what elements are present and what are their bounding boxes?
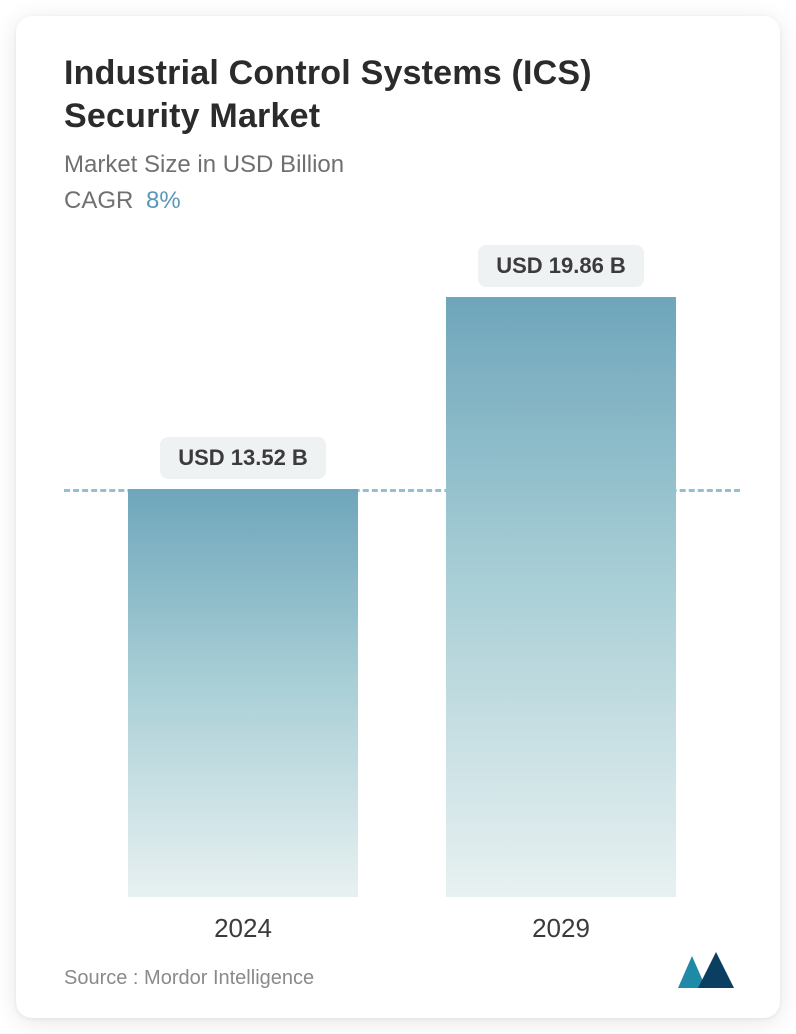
chart-card: Industrial Control Systems (ICS) Securit…: [16, 16, 780, 1018]
bar-group-0: USD 13.52 B: [113, 437, 373, 897]
bar-1: [446, 297, 676, 897]
x-label-1: 2029: [431, 913, 691, 944]
chart-plot-area: USD 13.52 B USD 19.86 B: [64, 237, 740, 897]
chart-subtitle: Market Size in USD Billion: [64, 151, 740, 179]
bar-group-1: USD 19.86 B: [431, 245, 691, 897]
brand-logo-icon: [676, 950, 740, 990]
value-badge-0: USD 13.52 B: [160, 437, 326, 479]
bars-container: USD 13.52 B USD 19.86 B: [64, 237, 740, 897]
chart-footer: Source : Mordor Intelligence: [64, 950, 740, 990]
chart-title: Industrial Control Systems (ICS) Securit…: [64, 52, 704, 137]
value-badge-1: USD 19.86 B: [478, 245, 644, 287]
cagr-label: CAGR: [64, 187, 133, 214]
cagr-row: CAGR 8%: [64, 187, 740, 215]
cagr-value: 8%: [146, 187, 181, 214]
source-text: Source : Mordor Intelligence: [64, 967, 314, 990]
x-label-0: 2024: [113, 913, 373, 944]
x-axis-labels: 2024 2029: [64, 897, 740, 944]
bar-0: [128, 489, 358, 897]
